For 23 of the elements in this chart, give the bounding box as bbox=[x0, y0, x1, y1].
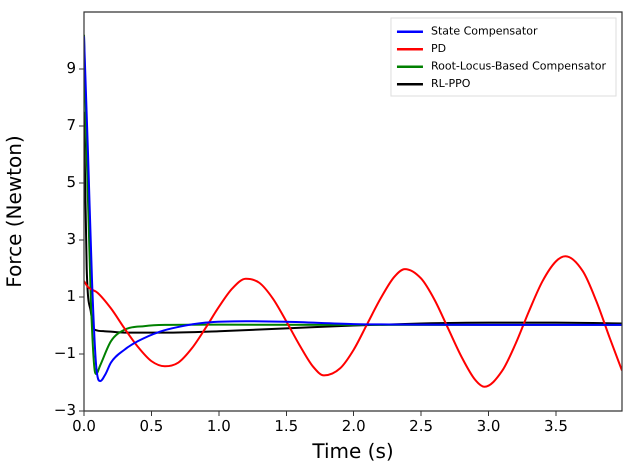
y-tick-label: −3 bbox=[54, 400, 76, 419]
x-tick-label: 0.5 bbox=[139, 416, 164, 435]
x-tick-label: 1.0 bbox=[206, 416, 231, 435]
y-tick-label: 3 bbox=[66, 230, 76, 248]
x-tick-label: 1.5 bbox=[274, 416, 298, 435]
x-tick-label: 2.0 bbox=[342, 416, 366, 435]
y-tick-label: 9 bbox=[66, 58, 76, 77]
y-tick-label: 1 bbox=[66, 286, 76, 305]
x-tick-label: 2.5 bbox=[409, 416, 434, 435]
legend-label: State Compensator bbox=[430, 24, 538, 38]
x-tick-label: 0.0 bbox=[72, 416, 96, 435]
y-tick-label: 7 bbox=[66, 116, 76, 134]
y-tick-label: 5 bbox=[66, 172, 76, 191]
line-series bbox=[84, 110, 622, 334]
x-axis-title: Time (s) bbox=[311, 439, 394, 464]
x-tick-label: 3.5 bbox=[544, 416, 568, 435]
legend-label: PD bbox=[430, 42, 446, 56]
y-axis-title: Force (Newton) bbox=[2, 135, 26, 288]
legend-label: Root-Locus-Based Compensator bbox=[430, 60, 606, 73]
x-tick-label: 3.0 bbox=[476, 416, 500, 435]
legend-label: RL-PPO bbox=[430, 77, 471, 90]
line-series bbox=[84, 255, 622, 388]
y-tick-label: −1 bbox=[54, 344, 76, 362]
